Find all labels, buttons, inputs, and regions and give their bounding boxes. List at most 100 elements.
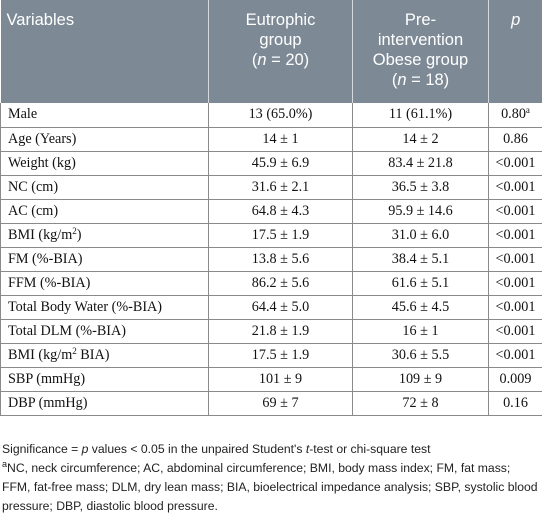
cell-eutrophic: 69 ± 7	[208, 391, 353, 416]
p-value: 0.80	[501, 106, 526, 123]
table-row: Male 13 (65.0%) 11 (61.1%) 0.80a	[0, 103, 542, 128]
cell-variable: Age (Years)	[0, 127, 209, 152]
cell-obese: 45.6 ± 4.5	[352, 295, 489, 320]
header-p-label: p	[511, 11, 521, 29]
header-row: Variables Eutrophic group (n = 20) Pre- …	[0, 0, 542, 103]
footnote-mark: a	[2, 459, 8, 469]
header-eutrophic-line1: Eutrophic	[245, 11, 316, 29]
p-value: <0.001	[495, 346, 536, 363]
header-p: p	[489, 0, 542, 103]
cell-p: <0.001	[488, 343, 542, 368]
p-value: 0.86	[503, 130, 528, 147]
variable-label: FFM (%-BIA)	[8, 274, 91, 291]
p-value: <0.001	[495, 226, 536, 243]
cell-variable: Total DLM (%-BIA)	[0, 319, 209, 344]
significance-t: t	[305, 442, 310, 456]
p-value: <0.001	[495, 178, 536, 195]
cell-eutrophic: 64.4 ± 5.0	[208, 295, 353, 320]
table-row: SBP (mmHg) 101 ± 9 109 ± 9 0.009	[0, 367, 542, 392]
cell-variable: BMI (kg/m2 BIA)	[0, 343, 209, 368]
p-value: <0.001	[495, 322, 536, 339]
p-value: <0.001	[495, 274, 536, 291]
header-eutrophic-line2: group	[259, 31, 302, 49]
cell-eutrophic: 101 ± 9	[208, 367, 353, 392]
table-body: Male 13 (65.0%) 11 (61.1%) 0.80a Age (Years)…	[0, 103, 542, 416]
variable-label: Age (Years)	[8, 130, 77, 147]
cell-obese: 38.4 ± 5.1	[352, 247, 489, 272]
cell-obese: 11 (61.1%)	[352, 103, 489, 128]
cell-p: 0.80a	[488, 103, 542, 128]
header-eutrophic-n-prefix: (	[251, 51, 258, 69]
cell-obese: 16 ± 1	[352, 319, 489, 344]
cell-p: <0.001	[488, 295, 542, 320]
cell-obese: 83.4 ± 21.8	[352, 151, 489, 176]
cell-p: 0.16	[488, 391, 542, 416]
significance-pre: Significance =	[2, 442, 82, 456]
cell-obese: 31.0 ± 6.0	[352, 223, 489, 248]
cell-eutrophic: 13.8 ± 5.6	[208, 247, 353, 272]
variable-label: Male	[8, 106, 38, 123]
p-value: <0.001	[495, 154, 536, 171]
cell-eutrophic: 17.5 ± 1.9	[208, 223, 353, 248]
significance-var: p	[81, 442, 89, 456]
significance-post: -test or chi-square test	[309, 442, 431, 456]
variable-label: SBP (mmHg)	[8, 370, 86, 387]
header-obese-line2: intervention	[377, 31, 464, 49]
cell-variable: Total Body Water (%-BIA)	[0, 295, 209, 320]
table-row: AC (cm) 64.8 ± 4.3 95.9 ± 14.6 <0.001	[0, 199, 542, 224]
cell-p: <0.001	[488, 175, 542, 200]
cell-eutrophic: 17.5 ± 1.9	[208, 343, 353, 368]
cell-variable: DBP (mmHg)	[0, 391, 209, 416]
cell-eutrophic: 86.2 ± 5.6	[208, 271, 353, 296]
cell-obese: 14 ± 2	[352, 127, 489, 152]
header-obese: Pre- intervention Obese group (n = 18)	[352, 0, 489, 103]
table-row: BMI (kg/m2) 17.5 ± 1.9 31.0 ± 6.0 <0.001	[0, 223, 542, 248]
cell-eutrophic: 64.8 ± 4.3	[208, 199, 353, 224]
p-superscript: a	[525, 105, 530, 116]
header-variables-label: Variables	[6, 11, 75, 29]
cell-variable: Male	[0, 103, 209, 128]
cell-p: <0.001	[488, 223, 542, 248]
table-row: Total DLM (%-BIA) 21.8 ± 1.9 16 ± 1 <0.001	[0, 319, 542, 344]
cell-obese: 95.9 ± 14.6	[352, 199, 489, 224]
variable-label: Total Body Water (%-BIA)	[8, 298, 163, 315]
cell-p: <0.001	[488, 199, 542, 224]
cell-eutrophic: 13 (65.0%)	[208, 103, 353, 128]
footnote-text: NC, neck circumference; AC, abdominal ci…	[2, 461, 538, 513]
p-value: <0.001	[495, 298, 536, 315]
cell-variable: NC (cm)	[0, 175, 209, 200]
cell-eutrophic: 45.9 ± 6.9	[208, 151, 353, 176]
p-value: <0.001	[495, 202, 536, 219]
cell-eutrophic: 14 ± 1	[208, 127, 353, 152]
cell-variable: FFM (%-BIA)	[0, 271, 209, 296]
header-variables: Variables	[0, 0, 209, 103]
header-eutrophic: Eutrophic group (n = 20)	[208, 0, 353, 103]
cell-eutrophic: 21.8 ± 1.9	[208, 319, 353, 344]
header-obese-line1: Pre-	[404, 11, 437, 29]
table-row: FM (%-BIA) 13.8 ± 5.6 38.4 ± 5.1 <0.001	[0, 247, 542, 272]
cell-variable: FM (%-BIA)	[0, 247, 209, 272]
table-row: Total Body Water (%-BIA) 64.4 ± 5.0 45.6 ±…	[0, 295, 542, 320]
variable-superscript: 2	[72, 225, 77, 236]
cell-p: <0.001	[488, 319, 542, 344]
variable-label: AC (cm)	[8, 202, 59, 219]
variable-label: Weight (kg)	[8, 154, 76, 171]
header-obese-n-var: n	[397, 71, 407, 89]
abbreviation-footnote: aNC, neck circumference; AC, abdominal c…	[2, 459, 540, 516]
variable-label: NC (cm)	[8, 178, 59, 195]
table-row: Weight (kg) 45.9 ± 6.9 83.4 ± 21.8 <0.001	[0, 151, 542, 176]
header-obese-n-prefix: (	[391, 71, 398, 89]
table-header: Variables Eutrophic group (n = 20) Pre- …	[0, 0, 542, 103]
header-eutrophic-n: (n = 20)	[217, 50, 344, 70]
header-obese-n: (n = 18)	[361, 70, 480, 90]
cell-variable: BMI (kg/m2)	[0, 223, 209, 248]
cell-p: <0.001	[488, 271, 542, 296]
table-row: BMI (kg/m2 BIA) 17.5 ± 1.9 30.6 ± 5.5 <0.00…	[0, 343, 542, 368]
cell-obese: 61.6 ± 5.1	[352, 271, 489, 296]
significance-note: Significance = p values < 0.05 in the un…	[2, 440, 540, 459]
cell-obese: 36.5 ± 3.8	[352, 175, 489, 200]
cell-p: <0.001	[488, 247, 542, 272]
table-row: FFM (%-BIA) 86.2 ± 5.6 61.6 ± 5.1 <0.001	[0, 271, 542, 296]
p-value: 0.16	[503, 394, 528, 411]
